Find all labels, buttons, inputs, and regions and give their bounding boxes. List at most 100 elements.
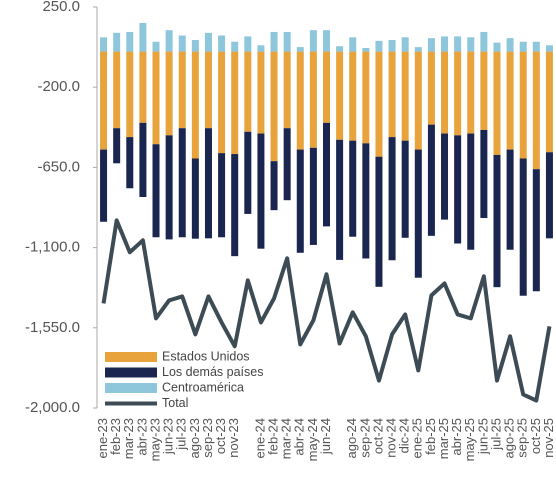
x-tick-label: may-23 xyxy=(147,418,162,461)
bar xyxy=(414,149,422,278)
bar xyxy=(362,51,370,144)
x-tick-label: ene-24 xyxy=(252,418,267,458)
x-tick-label: may-24 xyxy=(305,418,320,461)
legend-label: Centroamérica xyxy=(162,380,244,394)
bar xyxy=(152,41,160,52)
bar xyxy=(126,137,134,189)
bar xyxy=(493,42,501,52)
x-tick-label: sep-23 xyxy=(200,418,215,458)
bar xyxy=(231,154,239,257)
bar xyxy=(204,51,212,129)
x-tick-label: oct-24 xyxy=(370,418,385,454)
bar xyxy=(244,51,252,132)
bar xyxy=(388,137,396,261)
bar xyxy=(388,51,396,138)
x-tick-label: nov-24 xyxy=(384,418,399,458)
x-tick-label: feb-24 xyxy=(265,418,280,455)
bar xyxy=(191,158,199,239)
bar xyxy=(480,51,488,130)
bar xyxy=(113,32,121,52)
bar xyxy=(349,51,357,141)
bar xyxy=(401,140,409,238)
bar xyxy=(401,37,409,52)
bar xyxy=(441,51,449,134)
bar xyxy=(283,128,291,201)
bar xyxy=(545,152,553,239)
x-tick-label: sep-25 xyxy=(515,418,530,458)
x-tick-label: ene-25 xyxy=(410,418,425,458)
bar xyxy=(139,51,147,123)
x-tick-label: nov-23 xyxy=(226,418,241,458)
bar xyxy=(218,35,226,52)
bar xyxy=(126,51,134,138)
bar xyxy=(414,47,422,52)
bar xyxy=(349,37,357,52)
bar xyxy=(519,41,527,52)
x-tick-label: nov-25 xyxy=(541,418,556,458)
bar xyxy=(283,51,291,129)
bar xyxy=(270,31,278,52)
line xyxy=(101,218,552,403)
bar xyxy=(323,30,330,52)
bar xyxy=(467,37,475,52)
x-tick-label: jul-25 xyxy=(488,418,503,451)
bar xyxy=(100,51,108,150)
y-tick-label: -1,550.0 xyxy=(25,319,80,336)
x-tick-label: ago-23 xyxy=(187,418,202,458)
bar xyxy=(218,51,226,154)
bar xyxy=(296,47,304,52)
legend-label: Total xyxy=(162,396,188,410)
bar xyxy=(506,149,514,250)
x-tick-label: jun-23 xyxy=(161,418,176,455)
x-tick-label: feb-23 xyxy=(108,418,123,455)
x-tick-label: feb-25 xyxy=(423,418,438,455)
bar xyxy=(375,40,383,52)
bar xyxy=(493,51,501,155)
bar xyxy=(257,45,265,52)
bar xyxy=(165,30,173,52)
bar xyxy=(139,122,147,197)
bar xyxy=(401,51,409,141)
bar xyxy=(519,158,527,296)
legend-swatch xyxy=(105,383,157,393)
bar xyxy=(336,139,344,260)
bar xyxy=(257,51,265,134)
bar xyxy=(165,51,173,136)
bar xyxy=(323,122,330,227)
bar xyxy=(454,135,462,244)
x-tick-label: ago-24 xyxy=(344,418,359,458)
bar xyxy=(427,38,435,52)
x-tick-label: oct-25 xyxy=(528,418,543,454)
x-tick-label: dic-24 xyxy=(397,418,412,453)
bar xyxy=(467,133,475,250)
bar xyxy=(375,156,383,287)
legend-swatch xyxy=(105,367,157,378)
bar xyxy=(113,128,121,164)
y-tick-label: 250.0 xyxy=(42,0,80,15)
bar xyxy=(270,51,278,162)
bar xyxy=(336,46,344,52)
bar xyxy=(349,140,357,237)
y-tick-label: -200.0 xyxy=(37,78,80,95)
bar xyxy=(532,41,540,52)
bar xyxy=(204,32,212,52)
bar xyxy=(231,41,239,52)
bar xyxy=(480,31,488,52)
x-tick-label: jun-24 xyxy=(318,418,333,455)
x-tick-label: mar-25 xyxy=(436,418,451,459)
x-tick-label: abr-25 xyxy=(449,418,464,456)
bar xyxy=(506,38,514,52)
y-tick-label: -2,000.0 xyxy=(25,399,80,416)
bar xyxy=(100,149,108,222)
bar xyxy=(100,37,108,52)
x-tick-label: mar-23 xyxy=(121,418,136,459)
x-tick-label: may-25 xyxy=(462,418,477,461)
bar xyxy=(309,51,317,148)
bar xyxy=(309,147,317,245)
bar xyxy=(113,51,121,129)
bar xyxy=(532,51,540,170)
bar xyxy=(204,128,212,239)
x-tick-label: jun-25 xyxy=(475,418,490,455)
bar xyxy=(165,135,173,240)
